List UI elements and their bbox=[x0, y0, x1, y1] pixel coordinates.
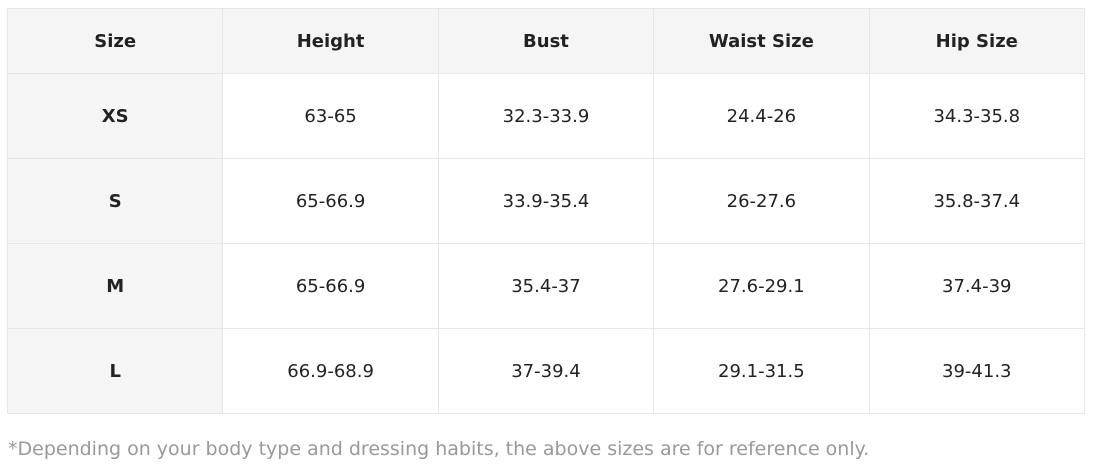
table-row: XS 63-65 32.3-33.9 24.4-26 34.3-35.8 bbox=[6, 73, 1086, 159]
table-cell: 26-27.6 bbox=[653, 158, 870, 244]
header-cell: Waist Size bbox=[653, 8, 870, 74]
table-row: M 65-66.9 35.4-37 27.6-29.1 37.4-39 bbox=[6, 243, 1086, 329]
table-cell: S bbox=[6, 158, 224, 244]
table-cell: 27.6-29.1 bbox=[653, 243, 870, 329]
table-cell: 24.4-26 bbox=[653, 73, 870, 159]
note: *Depending on your body type and dressin… bbox=[8, 438, 870, 460]
header-cell: Height bbox=[222, 8, 439, 74]
table-cell: 39-41.3 bbox=[868, 328, 1086, 414]
size-table: Size Height Bust Waist Size Hip Size XS 63-65 3… bbox=[6, 8, 1086, 414]
table-cell: 34.3-35.8 bbox=[868, 73, 1086, 159]
header-row: Size Height Bust Waist Size Hip Size bbox=[6, 8, 1086, 74]
header-cell: Hip Size bbox=[868, 8, 1086, 74]
table-cell: 35.8-37.4 bbox=[868, 158, 1086, 244]
table-cell: 65-66.9 bbox=[222, 243, 439, 329]
table-cell: 37.4-39 bbox=[868, 243, 1086, 329]
header-cell: Size bbox=[6, 8, 224, 74]
table-cell: XS bbox=[6, 73, 224, 159]
table-cell: 37-39.4 bbox=[437, 328, 655, 414]
table-cell: 35.4-37 bbox=[437, 243, 655, 329]
table-cell: 29.1-31.5 bbox=[653, 328, 870, 414]
table-cell: 65-66.9 bbox=[222, 158, 439, 244]
table-cell: 33.9-35.4 bbox=[437, 158, 655, 244]
table-cell: 66.9-68.9 bbox=[222, 328, 439, 414]
header-cell: Bust bbox=[437, 8, 655, 74]
table-row: S 65-66.9 33.9-35.4 26-27.6 35.8-37.4 bbox=[6, 158, 1086, 244]
table-cell: M bbox=[6, 243, 224, 329]
table-cell: 32.3-33.9 bbox=[437, 73, 655, 159]
table-row: L 66.9-68.9 37-39.4 29.1-31.5 39-41.3 bbox=[6, 328, 1086, 414]
table-cell: L bbox=[6, 328, 224, 414]
table-cell: 63-65 bbox=[222, 73, 439, 159]
